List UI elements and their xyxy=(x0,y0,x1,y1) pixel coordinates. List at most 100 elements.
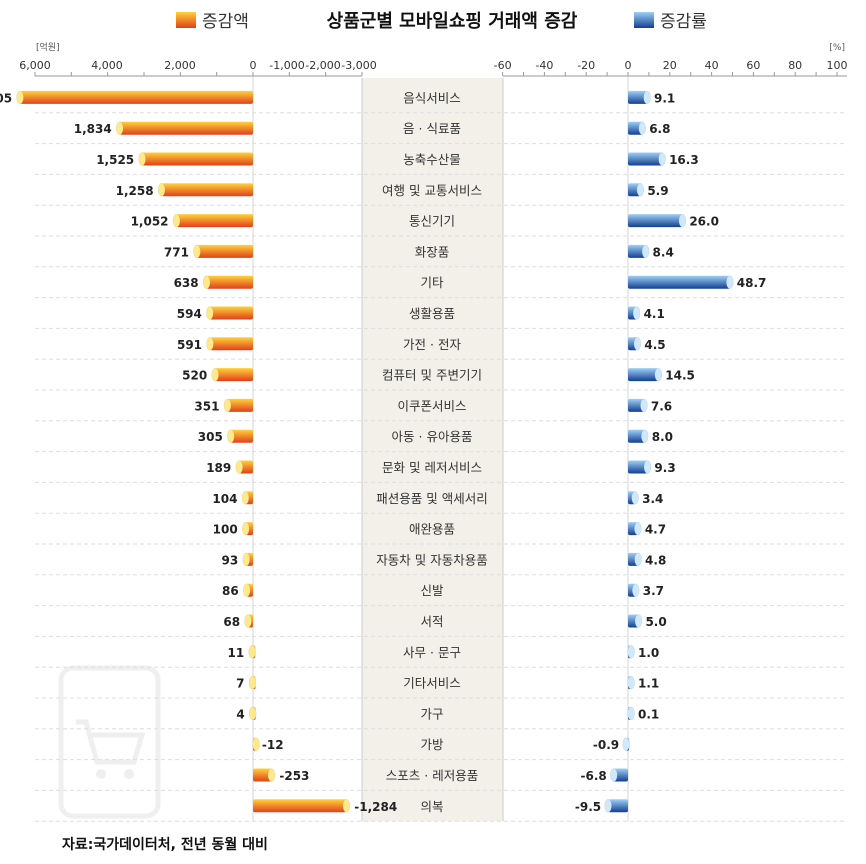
category-label: 여행 및 교통서비스 xyxy=(382,183,482,198)
rate-value-label: 3.4 xyxy=(642,492,663,506)
rate-value-label: 0.1 xyxy=(638,707,659,721)
rate-bar-cap xyxy=(640,429,649,443)
amount-bar-body xyxy=(161,183,253,197)
rate-value-label: 48.7 xyxy=(737,276,767,290)
rate-value-label: -0.9 xyxy=(593,738,619,752)
rate-bar-cap xyxy=(643,460,652,474)
rate-bar xyxy=(628,583,640,597)
category-label: 통신기기 xyxy=(409,214,455,229)
rate-value-label: 1.1 xyxy=(638,677,659,691)
rate-value-label: 16.3 xyxy=(669,153,699,167)
amount-bar-cap xyxy=(241,521,250,536)
amount-bar xyxy=(253,768,276,782)
rate-bar xyxy=(628,552,642,567)
rate-bar xyxy=(628,521,642,536)
rate-bar-cap xyxy=(627,675,635,690)
rate-value-label: 8.0 xyxy=(652,430,673,444)
amount-value-label: 351 xyxy=(194,399,219,413)
rate-bar xyxy=(627,645,635,659)
amount-bar-cap xyxy=(223,398,232,413)
amount-value-label: -12 xyxy=(262,738,284,752)
amount-value-label: -1,284 xyxy=(354,800,397,814)
amount-bar-body xyxy=(119,121,253,135)
category-panel-bg xyxy=(362,78,503,822)
rate-value-label: 4.8 xyxy=(645,553,666,567)
amount-value-label: -253 xyxy=(279,769,309,783)
rate-bar-cap xyxy=(634,521,642,536)
amount-value-label: 86 xyxy=(222,584,239,598)
category-label: 자동차 및 자동차용품 xyxy=(376,552,487,567)
category-label: 화장품 xyxy=(415,244,450,259)
amount-bar-body xyxy=(20,90,253,104)
category-label: 기타서비스 xyxy=(403,676,461,691)
category-label: 가구 xyxy=(420,706,443,721)
amount-value-label: 1,258 xyxy=(116,184,154,198)
amount-bar-body xyxy=(196,244,253,258)
rate-bar-body xyxy=(628,275,730,289)
amount-bar-cap xyxy=(342,799,351,813)
rate-value-label: 3.7 xyxy=(643,584,664,598)
rate-value-label: -9.5 xyxy=(575,800,601,814)
rate-bar xyxy=(628,337,642,351)
category-label: 사무 · 문구 xyxy=(403,645,461,660)
rate-value-label: 5.9 xyxy=(647,184,668,198)
left-tick-label: 0 xyxy=(250,59,257,72)
rate-bar xyxy=(628,429,649,443)
amount-bar xyxy=(235,460,253,474)
rate-bar xyxy=(628,275,734,289)
amount-value-label: 104 xyxy=(212,492,237,506)
rate-bar-cap xyxy=(610,768,618,782)
amount-bar-cap xyxy=(157,183,166,197)
rate-value-label: 8.4 xyxy=(653,245,674,259)
left-tick-label: -3,000 xyxy=(341,59,376,72)
category-label: 기타 xyxy=(420,275,444,290)
legend-rate: 증감률 xyxy=(634,12,707,32)
amount-bar xyxy=(227,429,253,443)
rate-bar-cap xyxy=(641,244,650,259)
rate-value-label: 5.0 xyxy=(645,615,666,629)
amount-bar-body xyxy=(215,368,253,382)
right-tick-label: 40 xyxy=(705,59,719,72)
amount-bar-cap xyxy=(138,152,146,166)
amount-value-label: 100 xyxy=(213,523,238,537)
amount-bar-cap xyxy=(248,645,256,659)
rate-bar-cap xyxy=(678,213,687,228)
right-tick-label: 60 xyxy=(746,59,760,72)
category-label: 생활용품 xyxy=(409,306,455,321)
amount-bar-cap xyxy=(243,583,251,597)
rate-bar-body xyxy=(628,460,648,474)
rate-value-label: 4.1 xyxy=(644,307,665,321)
legend-rate-label: 증감률 xyxy=(660,12,707,32)
rate-bar xyxy=(628,183,645,197)
rate-bar-cap xyxy=(631,491,639,505)
source-note: 자료:국가데이터처, 전년 동월 대비 xyxy=(62,836,268,853)
amount-bar-cap xyxy=(206,306,214,320)
category-label: 문화 및 레저서비스 xyxy=(382,460,482,475)
amount-value-label: 771 xyxy=(164,245,189,259)
amount-bar-cap xyxy=(248,706,257,721)
amount-bar xyxy=(248,675,257,690)
amount-bar-cap xyxy=(242,552,250,567)
right-tick-label: 20 xyxy=(663,59,677,72)
rate-value-label: 26.0 xyxy=(689,215,719,229)
legend-rate-swatch xyxy=(634,12,654,28)
amount-bar xyxy=(211,367,253,382)
amount-bar xyxy=(206,337,253,351)
left-tick-label: -2,000 xyxy=(305,59,340,72)
amount-bar xyxy=(252,737,260,751)
amount-bar xyxy=(202,275,253,289)
rate-bar-body xyxy=(628,368,659,382)
rate-value-label: 1.0 xyxy=(638,646,659,660)
amount-bar-body xyxy=(206,275,253,289)
category-label: 아동 · 유아용품 xyxy=(392,429,473,444)
rate-bar xyxy=(628,614,643,628)
rate-bar xyxy=(610,768,628,782)
amount-value-label: 1,834 xyxy=(74,122,112,136)
rate-bar-body xyxy=(628,183,641,197)
amount-value-label: 7 xyxy=(236,677,244,691)
amount-bar xyxy=(242,552,253,567)
amount-bar xyxy=(206,306,253,320)
amount-bar xyxy=(248,645,256,659)
legend-amount-label: 증감액 xyxy=(202,12,249,32)
amount-value-label: 594 xyxy=(177,307,202,321)
